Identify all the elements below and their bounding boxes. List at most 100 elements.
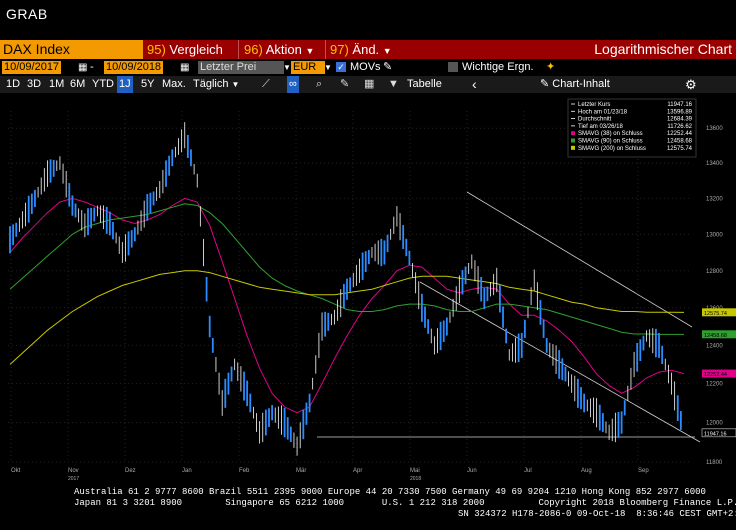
timeframe-max[interactable]: Max. bbox=[162, 78, 186, 90]
legend-value: 11726.62 bbox=[667, 124, 692, 130]
legend-label: Hoch am 01/23/18 bbox=[578, 109, 628, 115]
security-field[interactable]: DAX Index bbox=[0, 40, 143, 59]
year-label: 2018 bbox=[410, 476, 421, 482]
legend-swatch bbox=[571, 145, 575, 150]
trend-line-upper bbox=[466, 191, 693, 328]
legend-value: 13596.89 bbox=[667, 109, 693, 115]
annotate-icon[interactable]: ✎ bbox=[340, 78, 350, 90]
security-toolbar: DAX Index 95) Vergleich 96) Aktion ▼ 97)… bbox=[0, 40, 736, 59]
x-tick-label: Jun bbox=[467, 468, 477, 474]
legend-box bbox=[567, 98, 697, 158]
events-label: Wichtige Ergn. bbox=[462, 61, 534, 73]
legend-label: Durchschnitt bbox=[578, 117, 612, 123]
window-title: GRAB bbox=[6, 6, 48, 22]
y-tick-label: 11800 bbox=[706, 460, 723, 466]
calendar-icon[interactable]: ▦ bbox=[78, 62, 88, 73]
legend-swatch bbox=[571, 138, 575, 143]
last-value-label: 12252.44 bbox=[704, 372, 727, 378]
legend-value: 12684.39 bbox=[667, 117, 693, 123]
x-tick-label: Aug bbox=[581, 468, 592, 474]
pencil-icon: ✎ bbox=[540, 78, 550, 90]
movs-checkbox[interactable]: ✓ bbox=[336, 62, 346, 72]
chevron-left-icon[interactable]: ‹ bbox=[472, 76, 477, 92]
table-button[interactable]: Tabelle bbox=[407, 78, 442, 90]
start-date-field[interactable]: 10/09/2017 bbox=[2, 61, 62, 74]
x-tick-label: Dez bbox=[125, 468, 136, 474]
footer-session-info: SN 324372 H178-2086-0 09-Oct-18 8:36:46 … bbox=[458, 509, 736, 519]
x-tick-label: Feb bbox=[239, 468, 250, 474]
chart-legend: Letzter Kurs 11947.16 Hoch am 01/23/18 1359… bbox=[567, 98, 697, 158]
chevron-down-icon: ▼ bbox=[382, 46, 392, 56]
end-date-field[interactable]: 10/09/2018 bbox=[104, 61, 164, 74]
timeframe-1j[interactable]: 1J bbox=[117, 76, 133, 93]
legend-label: SMAVG (90) on Schluss bbox=[578, 139, 643, 145]
last-value-tag bbox=[702, 330, 736, 339]
price-chart[interactable]: 1180012000122001240012600128001300013200… bbox=[0, 97, 736, 487]
action-menu[interactable]: 96) Aktion ▼ bbox=[244, 42, 315, 57]
price-field-select[interactable]: Letzter Prei bbox=[198, 61, 284, 74]
last-value-label: 12575.74 bbox=[704, 311, 727, 317]
timeframe-5y[interactable]: 5Y bbox=[141, 78, 155, 90]
y-tick-label: 13200 bbox=[706, 196, 723, 202]
currency-field[interactable]: EUR bbox=[291, 61, 325, 74]
x-tick-label: Mai bbox=[410, 468, 420, 474]
legend-label: SMAVG (200) on Schluss bbox=[578, 146, 646, 152]
last-value-tag bbox=[701, 428, 736, 438]
movs-label: MOVs bbox=[350, 61, 381, 73]
moving-average-line bbox=[9, 197, 685, 414]
timeframe-6m[interactable]: 6M bbox=[70, 78, 86, 90]
y-tick-label: 12800 bbox=[706, 269, 723, 275]
chevron-down-icon: ▼ bbox=[231, 80, 240, 89]
gear-icon[interactable]: ⚙ bbox=[685, 77, 697, 92]
x-tick-label: Jan bbox=[182, 468, 192, 474]
x-axis-labels: Okt Nov Dez Jan Feb Mär Apr Mai Jun Jul Aug Sep 2017… bbox=[11, 468, 649, 482]
line-chart-icon[interactable]: ⟋ bbox=[262, 78, 270, 90]
y-tick-label: 13000 bbox=[706, 232, 723, 238]
y-tick-label: 12400 bbox=[706, 343, 723, 349]
last-value-label: 11947.16 bbox=[704, 431, 727, 437]
legend-value: 11947.16 bbox=[667, 102, 692, 108]
chart-type-title: Logarithmischer Chart bbox=[594, 41, 732, 57]
pencil-icon[interactable]: ✎ bbox=[383, 61, 393, 73]
period-select[interactable]: Täglich ▼ bbox=[193, 78, 240, 90]
price-bars bbox=[9, 122, 682, 456]
x-tick-label: Nov bbox=[68, 468, 79, 474]
legend-swatch bbox=[571, 131, 575, 136]
bloomberg-footer: Australia 61 2 9777 8600 Brazil 5511 239… bbox=[0, 487, 736, 530]
legend-label: Tief am 03/26/18 bbox=[578, 124, 623, 130]
x-tick-label: Mär bbox=[296, 468, 306, 474]
timeframe-toolbar: 1D 3D 1M 6M YTD 1J 5Y Max. Täglich ▼ ⟋ ∞… bbox=[0, 76, 736, 93]
x-tick-label: Jul bbox=[524, 468, 532, 474]
chart-content-button[interactable]: ✎ Chart-Inhalt bbox=[540, 78, 610, 90]
x-tick-label: Apr bbox=[353, 468, 362, 474]
compare-menu[interactable]: 95) Vergleich bbox=[147, 42, 223, 57]
last-value-tag bbox=[702, 308, 736, 317]
y-tick-label: 12200 bbox=[706, 382, 723, 388]
legend-label: Letzter Kurs bbox=[578, 102, 610, 108]
timeframe-3d[interactable]: 3D bbox=[27, 78, 42, 90]
candles-icon[interactable]: ∞ bbox=[287, 76, 299, 93]
change-menu[interactable]: 97) Änd. ▼ bbox=[330, 42, 392, 57]
timeframe-1d[interactable]: 1D bbox=[6, 78, 21, 90]
last-value-label: 12458.68 bbox=[704, 333, 727, 339]
toolbar-options-icon[interactable]: ▼ bbox=[388, 78, 399, 90]
x-tick-label: Okt bbox=[11, 468, 21, 474]
zoom-icon[interactable]: ⌕ bbox=[316, 78, 323, 90]
timeframe-ytd[interactable]: YTD bbox=[92, 78, 114, 90]
y-tick-label: 13400 bbox=[706, 161, 723, 167]
chevron-down-icon[interactable]: ▼ bbox=[283, 63, 291, 72]
events-checkbox[interactable] bbox=[448, 62, 458, 72]
draw-icon[interactable]: ▦ bbox=[364, 78, 375, 90]
legend-value: 12575.74 bbox=[667, 146, 693, 152]
legend-value: 12252.44 bbox=[667, 131, 693, 137]
lightbulb-icon[interactable]: ✦ bbox=[546, 61, 556, 73]
chart-series bbox=[9, 197, 685, 414]
trend-channel bbox=[317, 191, 701, 443]
x-tick-label: Sep bbox=[638, 468, 649, 474]
last-value-tag bbox=[702, 369, 736, 378]
moving-average-line bbox=[9, 203, 684, 335]
footer-contacts-2: Japan 81 3 3201 8900 Singapore 65 6212 1… bbox=[74, 498, 736, 508]
calendar-icon[interactable]: ▦ bbox=[180, 62, 190, 73]
chevron-down-icon[interactable]: ▼ bbox=[324, 63, 332, 72]
timeframe-1m[interactable]: 1M bbox=[49, 78, 65, 90]
